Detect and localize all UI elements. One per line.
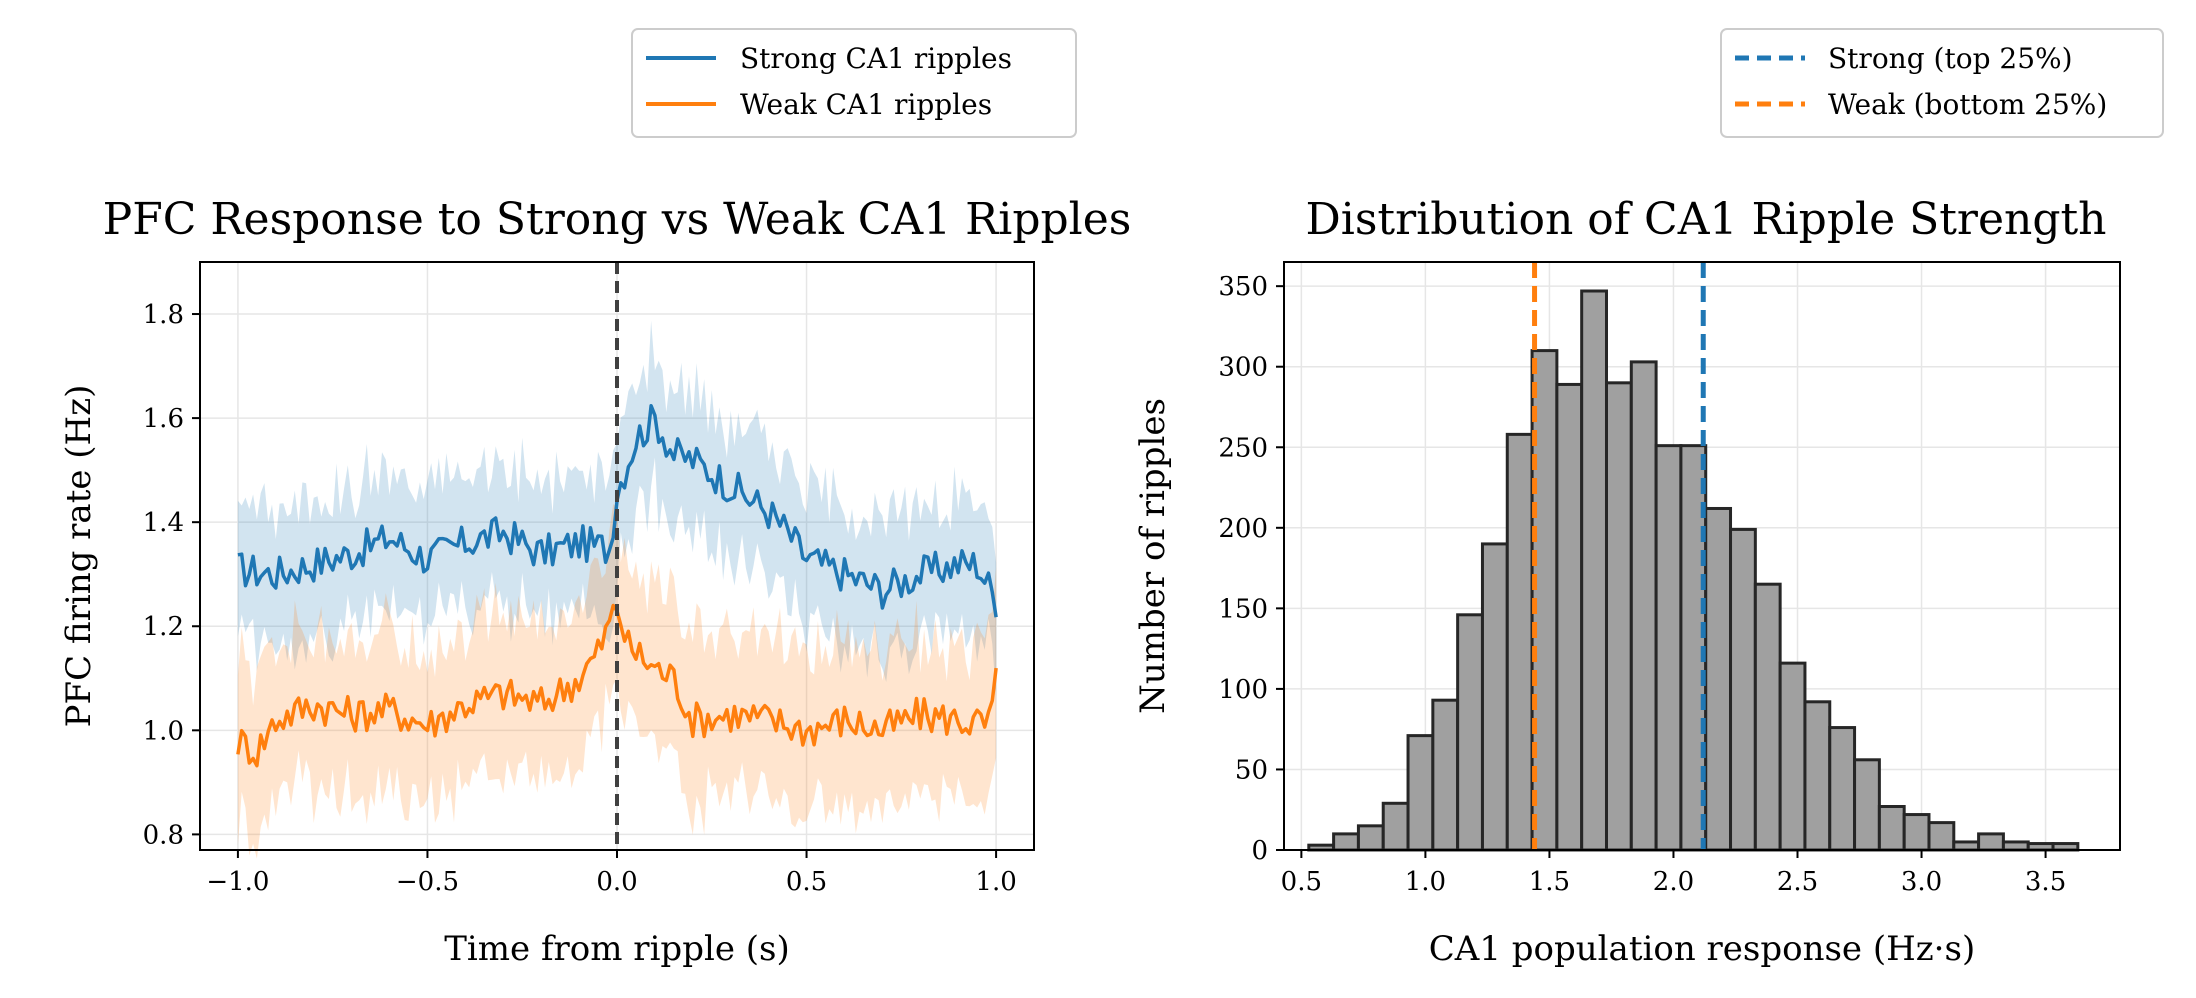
histogram-bar bbox=[2001, 840, 2030, 852]
legend-strong-top-label: Strong (top 25%) bbox=[1828, 42, 2073, 75]
left-y-tick-label: 1.4 bbox=[143, 508, 184, 538]
histogram-bar bbox=[1753, 582, 1782, 852]
histogram-bar bbox=[1505, 432, 1534, 852]
histogram-bar bbox=[1853, 758, 1881, 852]
right-x-tick-label: 0.5 bbox=[1281, 867, 1322, 897]
left-x-axis-label: Time from ripple (s) bbox=[444, 929, 790, 969]
left-x-tick-label: −1.0 bbox=[206, 867, 269, 897]
right-x-tick-label: 1.0 bbox=[1405, 867, 1446, 897]
histogram-bar bbox=[1902, 813, 1931, 852]
right-chart-title: Distribution of CA1 Ripple Strength bbox=[1305, 194, 2106, 245]
left-y-tick-label: 1.2 bbox=[143, 612, 184, 642]
right-x-tick-label: 2.0 bbox=[1653, 867, 1694, 897]
right-y-tick-label: 300 bbox=[1218, 353, 1268, 383]
histogram-bar bbox=[1704, 506, 1733, 852]
left-x-tick-label: 0.0 bbox=[596, 867, 637, 897]
histogram-bar bbox=[1778, 661, 1807, 852]
histogram-bar bbox=[1406, 734, 1435, 852]
right-x-tick-label: 2.5 bbox=[1777, 867, 1818, 897]
histogram-bar bbox=[1381, 801, 1410, 852]
right-y-tick-label: 200 bbox=[1218, 514, 1268, 544]
histogram-bar bbox=[1877, 805, 1906, 852]
left-y-tick-label: 0.8 bbox=[143, 820, 184, 850]
left-legend-box bbox=[631, 28, 1077, 138]
left-y-axis-label: PFC firing rate (Hz) bbox=[59, 385, 99, 728]
right-y-tick-label: 250 bbox=[1218, 433, 1268, 463]
legend-strong-label: Strong CA1 ripples bbox=[740, 42, 1012, 75]
left-x-tick-label: 1.0 bbox=[975, 867, 1016, 897]
histogram-bar bbox=[1977, 832, 2005, 852]
left-y-tick-label: 1.6 bbox=[143, 404, 184, 434]
histogram-bar bbox=[1555, 382, 1584, 852]
histogram-bar bbox=[1629, 360, 1658, 852]
left-chart-title: PFC Response to Strong vs Weak CA1 Rippl… bbox=[103, 194, 1132, 245]
histogram-bar bbox=[1803, 700, 1832, 852]
histogram-bar bbox=[1828, 726, 1857, 852]
histogram-bar bbox=[1654, 444, 1683, 852]
right-y-tick-label: 0 bbox=[1251, 836, 1268, 866]
left-legend: Strong CA1 ripples Weak CA1 ripples bbox=[631, 28, 1077, 138]
right-y-axis-label: Number of ripples bbox=[1133, 398, 1173, 714]
histogram-bar bbox=[1456, 613, 1484, 852]
right-panel-histogram: Distribution of CA1 Ripple Strength 0.5 1… bbox=[1133, 28, 2164, 969]
histogram-bar bbox=[1431, 698, 1460, 852]
left-panel-line-chart: PFC Response to Strong vs Weak CA1 Rippl… bbox=[59, 28, 1132, 969]
right-x-axis-label: CA1 population response (Hz·s) bbox=[1429, 929, 1975, 969]
right-y-tick-label: 50 bbox=[1235, 755, 1268, 785]
legend-weak-bottom-label: Weak (bottom 25%) bbox=[1828, 88, 2107, 121]
left-x-tick-label: −0.5 bbox=[396, 867, 459, 897]
left-y-tick-label: 1.0 bbox=[143, 716, 184, 746]
histogram-bar bbox=[1604, 381, 1633, 852]
histogram-bar bbox=[1927, 821, 1956, 852]
right-y-tick-label: 150 bbox=[1218, 594, 1268, 624]
legend-weak-label: Weak CA1 ripples bbox=[740, 88, 992, 121]
right-x-tick-label: 1.5 bbox=[1529, 867, 1570, 897]
right-legend-box bbox=[1720, 28, 2164, 138]
histogram-bar bbox=[1729, 527, 1757, 852]
right-x-tick-label: 3.5 bbox=[2025, 867, 2066, 897]
histogram-bar bbox=[1480, 542, 1509, 852]
right-axes-frame bbox=[1283, 261, 2121, 851]
left-x-tick-label: 0.5 bbox=[786, 867, 827, 897]
right-y-tick-label: 100 bbox=[1218, 675, 1268, 705]
histogram-bar bbox=[1580, 289, 1608, 852]
histogram-bar bbox=[1356, 824, 1385, 852]
right-x-tick-label: 3.0 bbox=[1901, 867, 1942, 897]
weak-confidence-band bbox=[237, 504, 997, 859]
right-y-tick-label: 350 bbox=[1218, 272, 1268, 302]
histogram-bar bbox=[1332, 832, 1360, 852]
left-y-tick-label: 1.8 bbox=[143, 300, 184, 330]
histogram-bar bbox=[1952, 840, 1981, 852]
right-legend: Strong (top 25%) Weak (bottom 25%) bbox=[1720, 28, 2164, 138]
